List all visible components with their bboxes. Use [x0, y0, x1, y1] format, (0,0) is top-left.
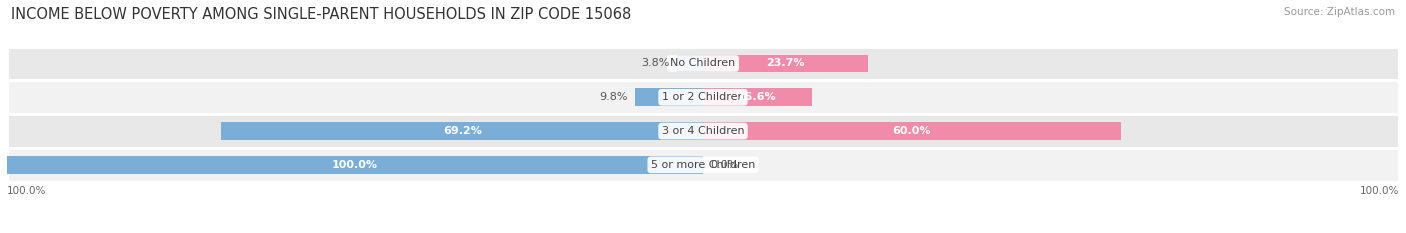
Text: INCOME BELOW POVERTY AMONG SINGLE-PARENT HOUSEHOLDS IN ZIP CODE 15068: INCOME BELOW POVERTY AMONG SINGLE-PARENT…: [11, 7, 631, 22]
Text: No Children: No Children: [671, 58, 735, 69]
Text: 100.0%: 100.0%: [332, 160, 378, 170]
Text: 100.0%: 100.0%: [7, 186, 46, 196]
Text: 3.8%: 3.8%: [641, 58, 669, 69]
Text: 1 or 2 Children: 1 or 2 Children: [662, 92, 744, 102]
FancyBboxPatch shape: [7, 114, 1399, 148]
FancyBboxPatch shape: [676, 55, 703, 72]
Text: 9.8%: 9.8%: [599, 92, 628, 102]
Text: 69.2%: 69.2%: [443, 126, 482, 136]
FancyBboxPatch shape: [703, 122, 1121, 140]
Text: 5 or more Children: 5 or more Children: [651, 160, 755, 170]
FancyBboxPatch shape: [7, 80, 1399, 114]
Text: 60.0%: 60.0%: [893, 126, 931, 136]
Text: 3 or 4 Children: 3 or 4 Children: [662, 126, 744, 136]
Text: 100.0%: 100.0%: [1360, 186, 1399, 196]
FancyBboxPatch shape: [703, 55, 868, 72]
FancyBboxPatch shape: [7, 156, 703, 174]
FancyBboxPatch shape: [7, 148, 1399, 182]
Text: 23.7%: 23.7%: [766, 58, 804, 69]
FancyBboxPatch shape: [703, 89, 811, 106]
FancyBboxPatch shape: [634, 89, 703, 106]
Text: 0.0%: 0.0%: [710, 160, 738, 170]
Text: Source: ZipAtlas.com: Source: ZipAtlas.com: [1284, 7, 1395, 17]
FancyBboxPatch shape: [221, 122, 703, 140]
FancyBboxPatch shape: [7, 47, 1399, 80]
Text: 15.6%: 15.6%: [738, 92, 776, 102]
